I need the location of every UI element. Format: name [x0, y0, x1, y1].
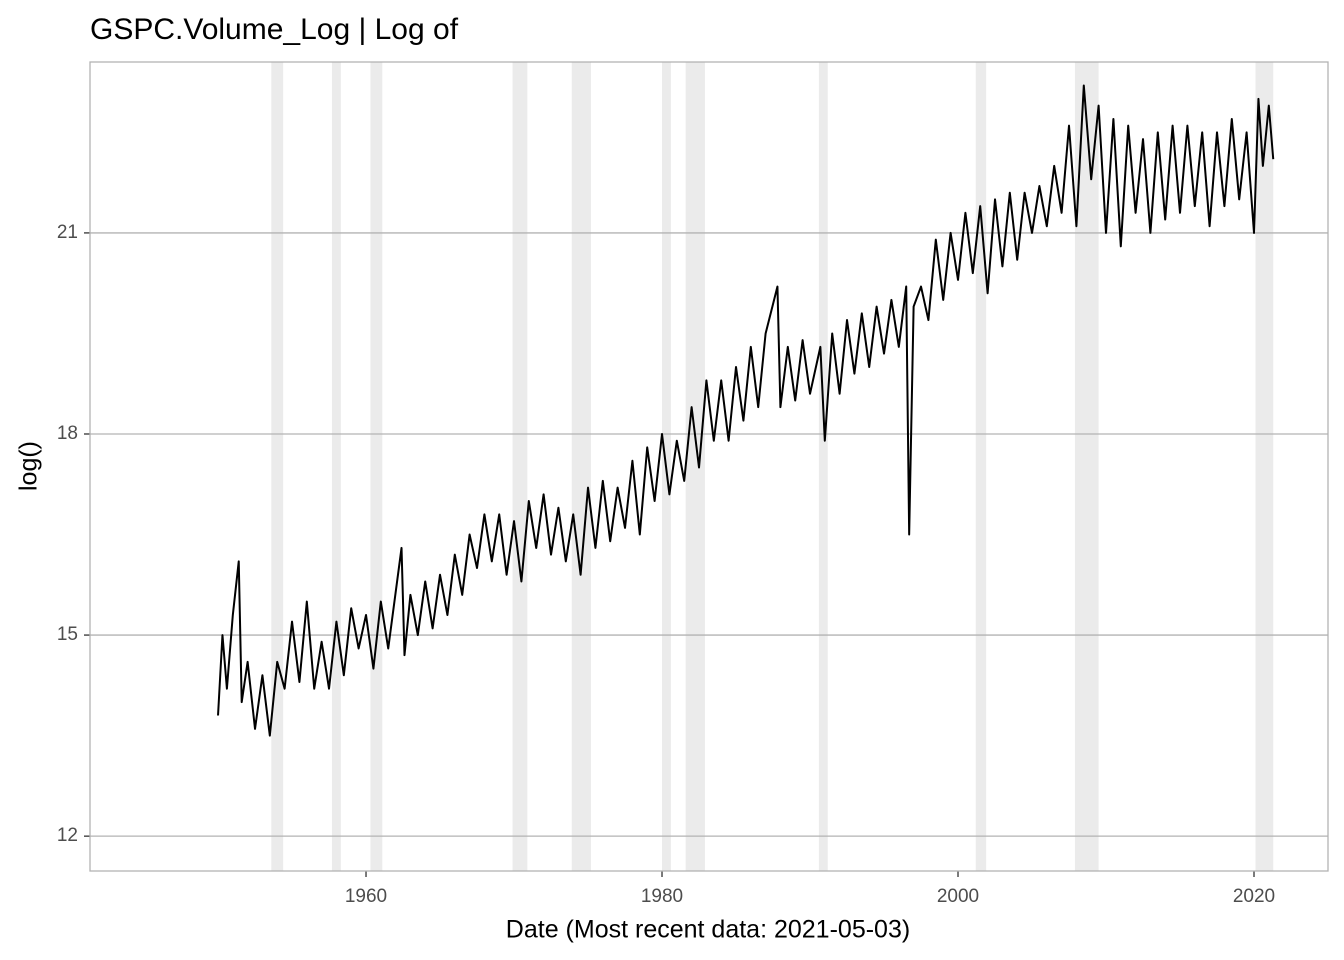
chart-title: GSPC.Volume_Log | Log of	[90, 13, 459, 46]
panel-border	[89, 61, 1329, 872]
data-line	[217, 84, 1275, 737]
recession-band	[685, 62, 705, 871]
y-tick-label: 15	[57, 624, 78, 645]
x-axis-label: Date (Most recent data: 2021-05-03)	[506, 916, 910, 944]
recession-band	[571, 62, 591, 871]
y-tick-label: 12	[57, 825, 78, 846]
recession-band	[1074, 62, 1099, 871]
x-tick-label: 1980	[641, 886, 683, 907]
x-tick-label: 2020	[1233, 886, 1275, 907]
y-tick-label: 21	[57, 222, 78, 243]
recession-band	[512, 62, 528, 871]
x-tick-label: 2000	[937, 886, 979, 907]
y-tick-label: 18	[57, 423, 78, 444]
recession-band	[331, 62, 341, 871]
recession-band	[975, 62, 987, 871]
recession-band	[271, 62, 284, 871]
recession-band	[818, 62, 828, 871]
x-tick-label: 1960	[345, 886, 387, 907]
y-axis-label: log()	[15, 441, 43, 491]
recession-band	[370, 62, 383, 871]
recession-band	[1255, 62, 1274, 871]
